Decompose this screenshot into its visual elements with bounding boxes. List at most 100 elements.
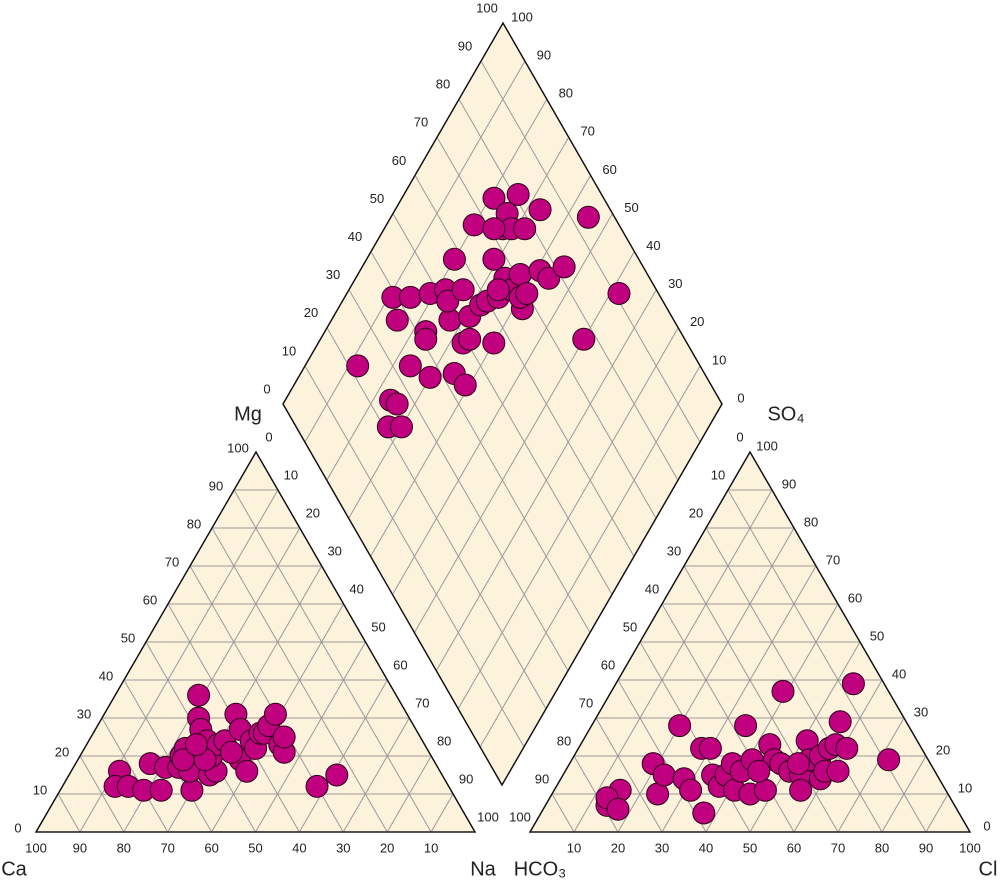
tick-label: 50 xyxy=(121,630,135,645)
axis-name: Mg xyxy=(234,403,262,425)
tick-label: 20 xyxy=(690,314,704,329)
sample-point xyxy=(789,778,813,802)
axis-name: Cl xyxy=(979,858,998,880)
sample-point xyxy=(436,289,460,313)
tick-label: 80 xyxy=(437,733,451,748)
tick-label: 30 xyxy=(668,276,682,291)
tick-label: 30 xyxy=(77,706,91,721)
sample-point xyxy=(442,247,466,271)
tick-label: 100 xyxy=(959,840,981,855)
tick-label: 40 xyxy=(646,238,660,253)
tick-label: 100 xyxy=(25,840,47,855)
tick-label: 10 xyxy=(712,352,726,367)
sample-point xyxy=(552,255,576,279)
tick-label: 10 xyxy=(424,840,438,855)
frame-outline xyxy=(34,450,477,833)
grid-line xyxy=(414,175,635,557)
tick-label: 40 xyxy=(892,666,906,681)
sample-point xyxy=(734,714,758,738)
tick-label: 20 xyxy=(936,742,950,757)
sample-point xyxy=(679,778,703,802)
tick-label: 40 xyxy=(699,840,713,855)
tick-label: 30 xyxy=(914,704,928,719)
grid-line xyxy=(837,717,905,833)
tick-label: 20 xyxy=(611,840,625,855)
tick-label: 30 xyxy=(655,840,669,855)
sample-point xyxy=(305,774,329,798)
tick-label: 70 xyxy=(831,840,845,855)
tick-label: 50 xyxy=(870,628,884,643)
grid-line xyxy=(881,755,927,833)
grid-line xyxy=(233,489,432,833)
grid-line xyxy=(370,175,592,557)
sample-point xyxy=(171,748,195,772)
tick-label: 80 xyxy=(559,86,573,101)
sample-point xyxy=(652,763,676,787)
frame-outline xyxy=(528,450,972,833)
tick-label: 90 xyxy=(537,48,551,63)
tick-label: 80 xyxy=(875,840,889,855)
tick-label: 60 xyxy=(787,840,801,855)
sample-point xyxy=(698,736,722,760)
tick-label: 30 xyxy=(336,840,350,855)
sample-point xyxy=(398,354,422,378)
sample-point xyxy=(576,205,600,229)
sample-point xyxy=(385,308,409,332)
sample-point xyxy=(482,247,506,271)
tick-label: 100 xyxy=(511,9,533,24)
tick-label: 70 xyxy=(160,840,174,855)
sample-point xyxy=(149,778,173,802)
grid-line xyxy=(436,137,657,519)
tick-label: 80 xyxy=(804,514,818,529)
tick-label: 50 xyxy=(623,619,637,634)
grid-line xyxy=(123,679,213,833)
sample-point xyxy=(458,327,482,351)
tick-label: 0 xyxy=(736,429,743,444)
tick-label: 80 xyxy=(436,77,450,92)
tick-label: 10 xyxy=(958,780,972,795)
sample-point xyxy=(486,278,510,302)
sample-point xyxy=(692,801,716,825)
tick-label: 100 xyxy=(227,440,249,455)
grid-line xyxy=(925,793,949,833)
sample-point xyxy=(515,282,539,306)
tick-label: 70 xyxy=(579,695,593,710)
tick-label: 40 xyxy=(99,668,113,683)
sample-point xyxy=(877,748,901,772)
grid-line xyxy=(595,717,663,833)
tick-label: 0 xyxy=(983,818,990,833)
tick-label: 90 xyxy=(459,771,473,786)
tick-label: 80 xyxy=(117,840,131,855)
tick-label: 30 xyxy=(327,543,341,558)
tick-label: 90 xyxy=(782,476,796,491)
tick-label: 20 xyxy=(55,744,69,759)
tick-label: 40 xyxy=(292,840,306,855)
tick-label: 60 xyxy=(143,592,157,607)
grid-line xyxy=(304,60,526,443)
grid-line xyxy=(617,679,707,833)
tick-label: 50 xyxy=(370,191,384,206)
sample-point xyxy=(835,736,859,760)
tick-label: 30 xyxy=(326,267,340,282)
sample-point xyxy=(771,679,795,703)
sample-point xyxy=(826,759,850,783)
tick-label: 20 xyxy=(306,505,320,520)
grid-line xyxy=(793,679,883,833)
axis-name: Ca xyxy=(1,858,27,880)
grid-line xyxy=(727,489,927,833)
sample-point xyxy=(325,763,349,787)
tick-label: 70 xyxy=(415,695,429,710)
tick-label: 10 xyxy=(282,343,296,358)
tick-label: 90 xyxy=(919,840,933,855)
axis-name: SO₄ xyxy=(767,403,804,425)
sample-point xyxy=(482,217,506,241)
axis-name: Na xyxy=(470,858,496,880)
sample-point xyxy=(414,327,438,351)
sample-point xyxy=(219,740,243,764)
grid-line xyxy=(79,755,125,833)
tick-label: 40 xyxy=(645,581,659,596)
grid-line xyxy=(573,489,773,833)
tick-label: 70 xyxy=(165,554,179,569)
